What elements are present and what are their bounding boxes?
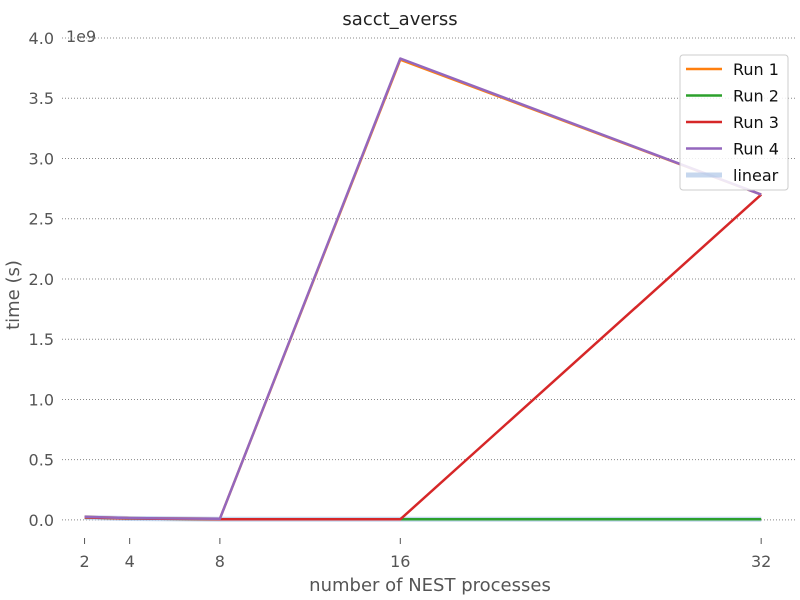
legend-label: Run 2 <box>733 87 779 106</box>
y-tick-label: 3.0 <box>29 149 54 168</box>
x-tick-label: 16 <box>390 552 410 571</box>
x-axis-ticks: 2 4 8 16 32 <box>79 538 771 571</box>
y-tick-label: 0.0 <box>29 511 54 530</box>
legend: Run 1 Run 2 Run 3 Run 4 linear <box>679 54 789 191</box>
x-axis-label: number of NEST processes <box>309 575 551 596</box>
y-tick-label: 2.0 <box>29 270 54 289</box>
x-tick-label: 32 <box>751 552 771 571</box>
y-tick-label: 4.0 <box>29 29 54 48</box>
x-tick-label: 2 <box>79 552 89 571</box>
legend-label: Run 4 <box>733 140 779 159</box>
y-tick-label: 1.0 <box>29 390 54 409</box>
series-lines <box>84 57 763 522</box>
y-tick-label: 0.5 <box>29 451 54 470</box>
y-axis-ticks: 0.0 0.5 1.0 1.5 2.0 2.5 3.0 3.5 4.0 <box>29 29 54 530</box>
legend-label: Run 1 <box>733 60 779 79</box>
series-line-run-3 <box>84 193 763 521</box>
x-tick-label: 8 <box>215 552 225 571</box>
y-tick-label: 1.5 <box>29 330 54 349</box>
y-tick-label: 3.5 <box>29 89 54 108</box>
y-offset-label: 1e9 <box>66 27 96 46</box>
legend-box <box>679 54 789 191</box>
legend-label: linear <box>733 166 779 185</box>
chart-title: sacct_averss <box>342 9 457 30</box>
legend-label: Run 3 <box>733 113 779 132</box>
series-line-run-4 <box>84 57 762 520</box>
y-tick-label: 2.5 <box>29 210 54 229</box>
y-axis-label: time (s) <box>3 260 24 330</box>
series-line-run-1 <box>84 58 762 520</box>
x-tick-label: 4 <box>125 552 135 571</box>
